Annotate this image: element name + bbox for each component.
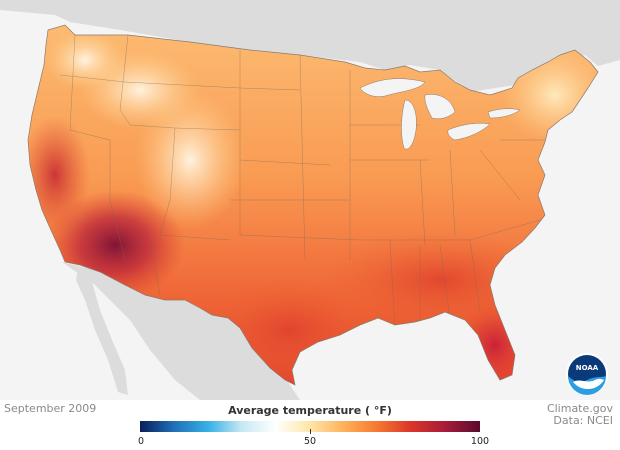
legend-tick-mid: 50 <box>303 436 317 447</box>
credit-site: Climate.gov <box>546 402 613 415</box>
legend-tick-mark <box>310 429 311 434</box>
legend-tick-min: 0 <box>137 436 145 447</box>
state-borders <box>59 34 545 331</box>
baja-peninsula <box>76 268 128 395</box>
mexico-landmass <box>62 262 300 400</box>
color-scale-bar <box>140 421 480 432</box>
footer: September 2009 Average temperature ( °F)… <box>0 400 620 450</box>
credit-data: Data: NCEI <box>553 414 613 427</box>
legend-tick-max: 100 <box>470 436 490 447</box>
noaa-logo-text: NOAA <box>576 364 599 372</box>
canada-landmass <box>0 0 620 92</box>
temperature-map <box>0 0 620 400</box>
noaa-logo-icon: NOAA <box>566 353 608 395</box>
great-lakes <box>359 78 521 150</box>
map-date: September 2009 <box>4 402 97 415</box>
map-canvas <box>0 0 620 400</box>
legend-title: Average temperature ( °F) <box>228 404 392 417</box>
us-outline <box>27 24 599 386</box>
